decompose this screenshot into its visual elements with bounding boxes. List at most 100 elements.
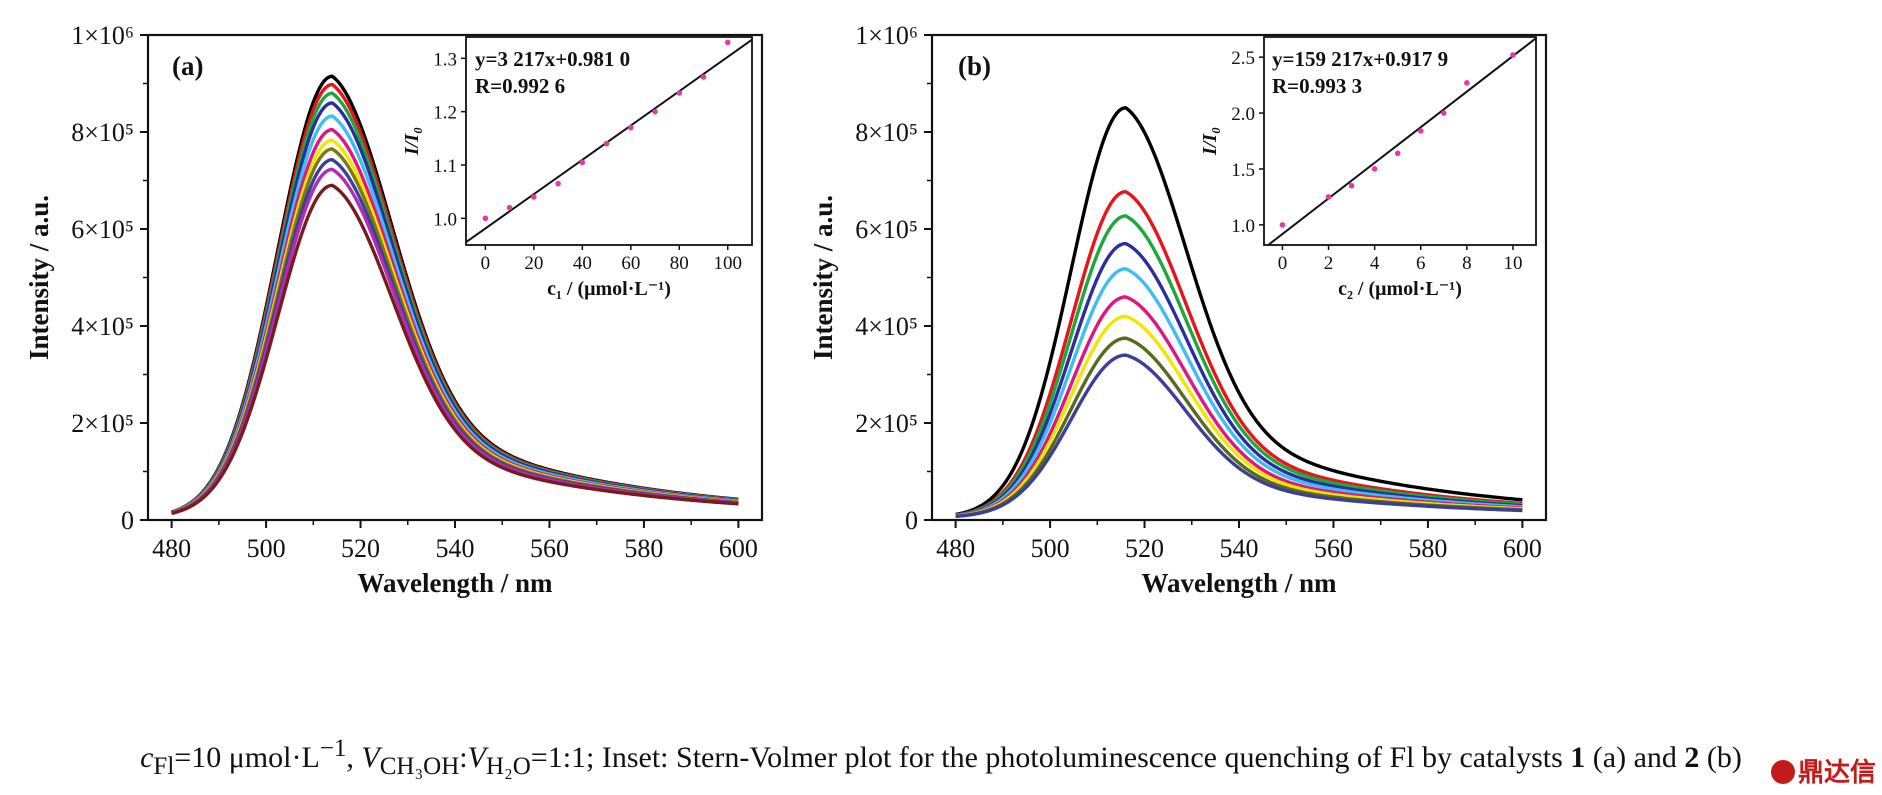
x-tick-label: 520 [341, 534, 380, 563]
inset-frame [1263, 36, 1537, 246]
inset-fit-line [465, 38, 753, 244]
y-axis-title: Intensity / a.u. [808, 195, 838, 360]
caption-end-text: (b) [1699, 741, 1742, 774]
inset-data-point [482, 215, 489, 222]
y-tick-label: 4×10⁵ [71, 312, 134, 341]
y-tick-label: 0 [905, 506, 918, 535]
inset-data-point [531, 194, 537, 200]
spectrum-line-3 [955, 214, 1523, 518]
y-tick-label: 2×10⁵ [855, 409, 918, 438]
figure-caption: cFl=10 μmol·L−1, VCH₃OH:VH₂O=1:1; Inset:… [0, 735, 1882, 781]
inset-y-tick-label: 2.0 [1231, 104, 1255, 125]
x-tick-label: 600 [719, 534, 758, 563]
spectrum-line-4 [955, 241, 1523, 518]
y-tick-label: 4×10⁵ [855, 312, 918, 341]
inset-correlation: R=0.992 6 [475, 74, 565, 98]
inset-plot: 0 20 40 60 80 100 1.0 1.1 1.2 1.3 c₁ / (μmol·L⁻¹) I… [401, 36, 753, 300]
panel-a: 480 500 520 540 560 580 60002×10⁵4×10⁵6×10⁵8×1… [24, 21, 764, 598]
caption-main-text: =1:1; Inset: Stern-Volmer plot for the p… [530, 741, 1571, 774]
y-tick-label: 1×10⁶ [71, 21, 134, 50]
inset-y-axis-title: I/I₀ [401, 127, 423, 156]
watermark-logo: 鼎达信 [1770, 752, 1876, 789]
inset-y-tick-label: 1.5 [1231, 160, 1255, 181]
watermark-icon [1770, 760, 1795, 784]
inset-fit-equation: y=159 217x+0.917 9 [1272, 47, 1448, 71]
caption-v-subscript-1: CH₃OH [379, 753, 460, 780]
spectrum-line-9 [955, 353, 1523, 519]
inset-data-point [724, 39, 731, 46]
inset-plot: 0 2 4 6 8 10 1.0 1.5 2.0 2.5 c₂ / (μmol·L⁻¹) I/I₀ y=… [1199, 36, 1537, 300]
inset-data-point [1371, 166, 1378, 172]
inset-data-point [676, 90, 683, 96]
inset-y-axis-title: I/I₀ [1199, 127, 1221, 156]
inset-x-tick-label: 8 [1462, 253, 1472, 274]
x-tick-label: 540 [1220, 534, 1259, 563]
x-tick-label: 580 [624, 534, 663, 563]
y-tick-label: 8×10⁵ [71, 118, 134, 147]
inset-y-tick-label: 2.5 [1231, 48, 1255, 69]
inset-x-tick-label: 6 [1416, 253, 1426, 274]
x-axis-title: Wavelength / nm [357, 568, 553, 598]
x-tick-label: 580 [1408, 534, 1447, 563]
inset-y-tick-label: 1.0 [1231, 216, 1255, 237]
panel-b: 480 500 520 540 560 580 60002×10⁵4×10⁵6×10⁵8×1… [808, 21, 1548, 598]
inset-x-tick-label: 100 [714, 253, 743, 274]
y-tick-label: 1×10⁶ [855, 21, 918, 50]
spectrum-line-5 [955, 267, 1523, 518]
panel-label: (b) [958, 51, 991, 81]
caption-v-symbol-2: V [467, 741, 486, 774]
watermark-text: 鼎达信 [1797, 758, 1876, 788]
caption-c-text: =10 μmol·L [174, 741, 320, 774]
inset-data-point [579, 159, 586, 166]
inset-data-point [1510, 52, 1516, 58]
inset-data-point [1417, 128, 1424, 134]
inset-x-tick-label: 20 [524, 253, 543, 274]
inset-data-point [628, 124, 634, 131]
inset-fit-line [1267, 37, 1537, 246]
inset-correlation: R=0.993 3 [1272, 74, 1362, 98]
inset-data-point [652, 108, 658, 115]
inset-data-point [603, 140, 610, 147]
y-axis-title: Intensity / a.u. [24, 195, 54, 360]
inset-x-axis-title: c₁ / (μmol·L⁻¹) [547, 278, 671, 300]
inset-data-point [1440, 110, 1447, 116]
x-axis-title: Wavelength / nm [1141, 568, 1337, 598]
x-tick-label: 560 [1314, 534, 1353, 563]
panel-label: (a) [172, 51, 203, 81]
y-tick-label: 6×10⁵ [71, 215, 134, 244]
x-tick-label: 560 [530, 534, 569, 563]
caption-c-superscript: −1 [319, 735, 347, 762]
caption-colon: : [459, 741, 468, 774]
caption-mid-text: (a) and [1585, 741, 1685, 774]
inset-y-tick-label: 1.0 [433, 209, 457, 230]
y-tick-label: 6×10⁵ [855, 215, 918, 244]
x-tick-label: 480 [152, 534, 191, 563]
inset-y-tick-label: 1.2 [433, 103, 457, 124]
caption-v-symbol-1: V [361, 741, 380, 774]
inset-x-tick-label: 80 [670, 253, 689, 274]
inset-y-tick-label: 1.1 [433, 156, 457, 177]
inset-fit-equation: y=3 217x+0.981 0 [475, 47, 630, 71]
inset-data-point [1394, 150, 1401, 157]
caption-catalyst-2: 2 [1684, 741, 1700, 774]
inset-x-tick-label: 4 [1370, 253, 1380, 274]
caption-v-subscript-2: H₂O [485, 753, 531, 780]
inset-data-point [1348, 182, 1355, 189]
x-tick-label: 500 [1031, 534, 1070, 563]
inset-x-axis-title: c₂ / (μmol·L⁻¹) [1338, 278, 1462, 300]
inset-x-tick-label: 0 [1278, 253, 1288, 274]
inset-x-tick-label: 0 [481, 253, 491, 274]
inset-data-point [555, 180, 561, 187]
inset-y-tick-label: 1.3 [433, 49, 457, 70]
caption-c-subscript: Fl [153, 753, 175, 780]
inset-data-point [1325, 194, 1332, 200]
caption-separator: , [346, 741, 362, 774]
inset-data-point [700, 74, 707, 80]
x-tick-label: 600 [1503, 534, 1542, 563]
inset-x-tick-label: 10 [1503, 253, 1522, 274]
inset-x-tick-label: 60 [621, 253, 640, 274]
spectrum-line-11 [171, 183, 739, 516]
inset-data-point [1464, 80, 1470, 86]
y-tick-label: 2×10⁵ [71, 409, 134, 438]
